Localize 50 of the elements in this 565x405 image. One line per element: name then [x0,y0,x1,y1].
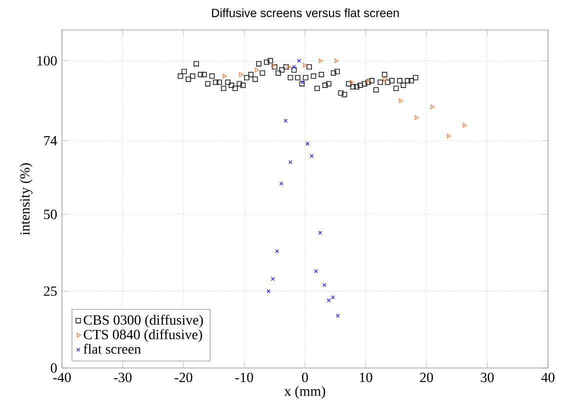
legend-label: CTS 0840 (diffusive) [84,329,202,342]
y-tick-label: 50 [44,210,57,220]
y-tick-label: 0 [50,363,57,373]
point [336,314,340,318]
point [462,122,467,128]
y-axis-title: intensity (%) [20,163,32,236]
point [314,269,318,274]
point [334,58,339,64]
x-tick-label: -20 [174,372,192,382]
point [254,68,260,72]
x-tick-label: -30 [114,372,132,382]
x-tick-label: -10 [235,372,254,382]
point [296,58,301,63]
point [326,298,331,302]
point [270,276,275,281]
x-axis-title: x (mm) [284,386,326,399]
point [239,72,244,77]
point [330,295,335,300]
x-tick-label: 20 [420,372,433,382]
point [279,182,284,186]
x-tick-label: 40 [541,372,554,382]
point [288,160,292,164]
point [430,104,435,110]
point [266,289,271,294]
point [292,64,296,69]
x-tick-label: 30 [480,372,494,382]
point [398,98,404,104]
x-tick-label: 0 [302,372,308,382]
x-tick-label: -40 [53,372,71,382]
y-tick-label: 25 [44,286,57,296]
point [322,283,326,288]
point [275,249,280,254]
point [318,230,322,235]
point [305,142,310,146]
chart-title: Diffusive screens versus flat screen [212,8,399,18]
x-tick-label: 10 [360,372,372,382]
point [310,154,314,158]
y-tick-label: 100 [38,56,57,66]
point [446,134,452,138]
legend-label: CBS 0300 (diffusive) [84,314,203,328]
y-tick-label: 74 [44,136,58,146]
point [350,80,354,85]
point [286,64,291,70]
point [383,76,388,82]
legend-label: flat screen [84,344,141,354]
point [222,74,227,78]
point [284,118,288,123]
point [302,62,308,68]
point [414,115,419,120]
point [318,58,323,64]
